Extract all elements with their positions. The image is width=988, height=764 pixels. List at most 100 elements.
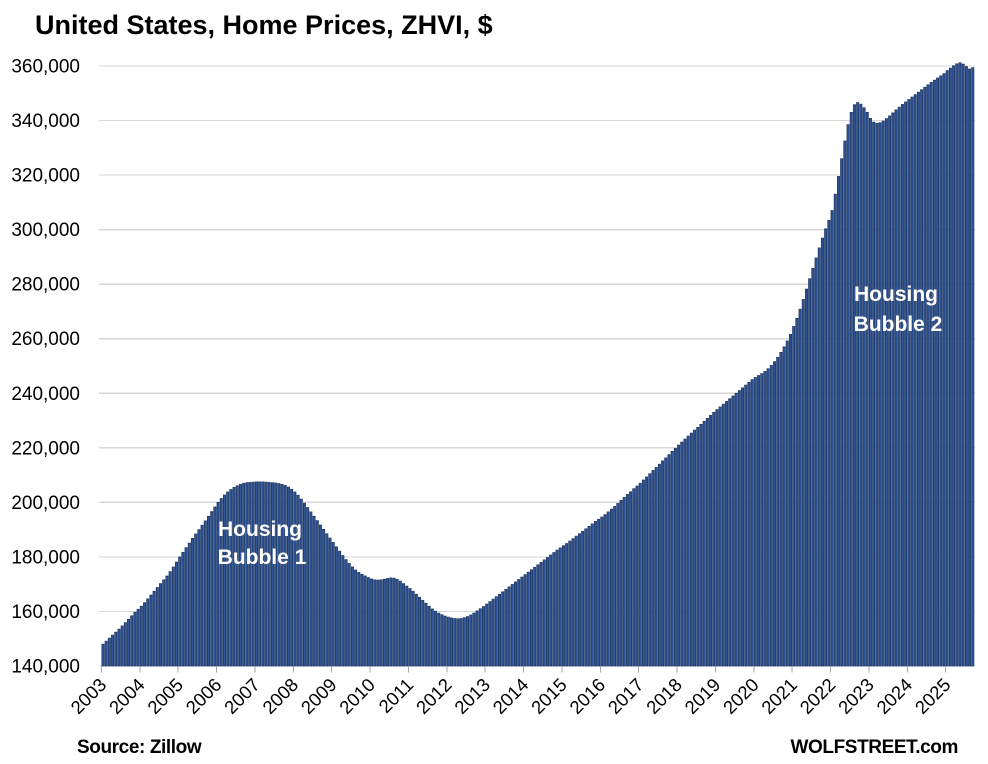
x-year-label: 2019 [680, 674, 724, 718]
bar [405, 585, 409, 667]
bar [571, 538, 575, 667]
bar [318, 524, 322, 667]
bar [549, 554, 553, 667]
bar [498, 593, 502, 667]
bar [737, 390, 741, 667]
bar [513, 581, 517, 667]
bar [635, 485, 639, 667]
bar [913, 94, 917, 667]
x-year-label: 2017 [604, 674, 648, 718]
bar [581, 530, 585, 667]
bar [296, 494, 300, 667]
bar [248, 482, 252, 667]
y-axis-label: 180,000 [11, 547, 80, 568]
bar [107, 637, 111, 667]
bar [191, 537, 195, 667]
bar [162, 579, 166, 667]
bar [175, 561, 179, 667]
bar [916, 91, 920, 667]
bar [290, 488, 294, 667]
bar [888, 115, 892, 667]
bar [907, 99, 911, 667]
bar [168, 571, 172, 667]
bar [440, 614, 444, 667]
y-axis-label: 140,000 [11, 657, 80, 678]
bar [456, 618, 460, 667]
x-year-label: 2020 [719, 674, 763, 718]
bar [856, 102, 860, 667]
bar [561, 545, 565, 667]
bar [789, 333, 793, 667]
bar [200, 524, 204, 667]
bar [638, 482, 642, 667]
bar [779, 351, 783, 667]
bar [878, 122, 882, 667]
bar [136, 608, 140, 667]
bar [165, 575, 169, 667]
bar [133, 611, 137, 667]
bar [344, 559, 348, 667]
bar [277, 483, 281, 667]
bar [661, 460, 665, 667]
bar [376, 579, 380, 667]
bar [625, 494, 629, 667]
bar [776, 356, 780, 667]
annotation-bubble2-line2: Bubble 2 [854, 313, 943, 336]
bar [427, 605, 431, 667]
bar [670, 450, 674, 667]
bar [859, 103, 863, 667]
bar [683, 438, 687, 667]
bar [315, 520, 319, 667]
bar [709, 414, 713, 667]
x-axis-ticks [101, 666, 947, 673]
bar [600, 516, 604, 667]
bar [968, 68, 972, 667]
bar [146, 598, 150, 667]
bar [920, 89, 924, 667]
bar [389, 577, 393, 667]
bar [238, 483, 242, 667]
annotation-bubble2-line1: Housing [854, 283, 938, 306]
bar [619, 500, 623, 667]
bar [865, 111, 869, 667]
brand: WOLFSTREET.com [790, 737, 958, 758]
bar [143, 602, 147, 667]
bar [843, 140, 847, 667]
bar [402, 583, 406, 667]
bar [187, 542, 191, 667]
bar [203, 520, 207, 667]
bar [123, 622, 127, 667]
bar [555, 549, 559, 667]
bar [757, 375, 761, 667]
bar [210, 511, 214, 667]
bar [312, 515, 316, 667]
bar [766, 368, 770, 667]
y-axis-label: 360,000 [11, 57, 80, 78]
bar [155, 587, 159, 667]
bar [411, 590, 415, 667]
bar [299, 498, 303, 667]
bar [654, 467, 658, 667]
bar [677, 444, 681, 667]
bar [651, 470, 655, 667]
x-year-label: 2007 [220, 674, 264, 718]
bar [472, 612, 476, 667]
bar [507, 586, 511, 667]
bar [891, 112, 895, 667]
bar [488, 601, 492, 667]
y-axis-label: 340,000 [11, 111, 80, 132]
bar [542, 559, 546, 667]
bar [526, 571, 530, 667]
bar [667, 454, 671, 667]
bar [235, 485, 239, 667]
bar [910, 96, 914, 667]
bar [350, 566, 354, 667]
bar [242, 482, 246, 667]
bar [545, 557, 549, 667]
source-note: Source: Zillow [77, 737, 202, 758]
bar [597, 518, 601, 667]
bar [673, 447, 677, 667]
bar [731, 395, 735, 667]
bar [395, 578, 399, 667]
